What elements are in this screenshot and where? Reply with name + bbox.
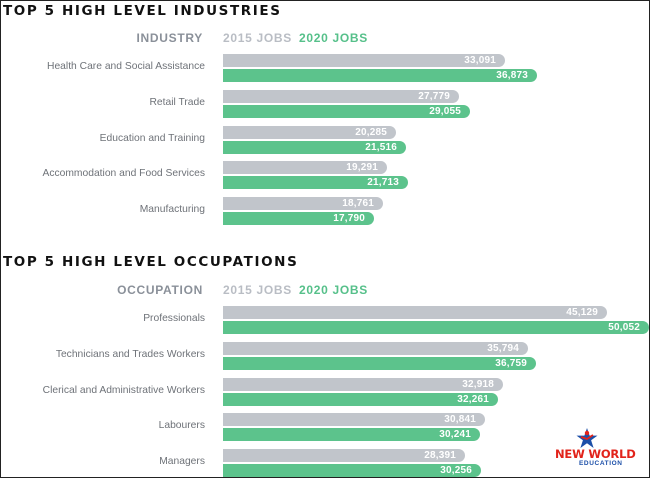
bar-2020: 36,873 xyxy=(223,69,537,82)
bar-row: Education and Training 20,285 21,516 xyxy=(1,126,649,156)
data-label: 36,873 xyxy=(496,70,528,81)
category-label: Health Care and Social Assistance xyxy=(47,61,205,72)
category-label: Retail Trade xyxy=(149,97,205,108)
industries-legend: INDUSTRY 2015 JOBS 2020 JOBS xyxy=(1,31,649,47)
legend-2015: 2015 JOBS xyxy=(223,283,293,297)
bar-2015: 18,761 xyxy=(223,197,383,210)
bar-2015: 19,291 xyxy=(223,161,387,174)
category-label: Labourers xyxy=(158,420,205,431)
category-label: Professionals xyxy=(143,313,205,324)
industries-column-label: INDUSTRY xyxy=(136,31,203,45)
logo-wordmark: NEW WORLD xyxy=(555,447,636,461)
data-label: 50,052 xyxy=(608,322,640,333)
star-figure-icon xyxy=(576,428,598,448)
occupations-column-label: OCCUPATION xyxy=(117,283,203,297)
bar-row: Technicians and Trades Workers 35,794 36,7… xyxy=(1,342,649,372)
data-label: 32,918 xyxy=(462,379,494,390)
bar-2015: 45,129 xyxy=(223,306,607,319)
occupations-title: TOP 5 HIGH LEVEL OCCUPATIONS xyxy=(3,254,299,270)
category-label: Manufacturing xyxy=(139,204,205,215)
data-label: 21,516 xyxy=(365,142,397,153)
data-label: 45,129 xyxy=(566,307,598,318)
data-label: 35,794 xyxy=(487,343,519,354)
bar-row: Clerical and Administrative Workers 32,91… xyxy=(1,378,649,408)
bar-row: Professionals 45,129 50,052 xyxy=(1,306,649,336)
bar-2015: 27,779 xyxy=(223,90,459,103)
bar-row: Accommodation and Food Services 19,291 21,… xyxy=(1,161,649,191)
legend-2015: 2015 JOBS xyxy=(223,31,293,45)
bar-2020: 21,713 xyxy=(223,176,408,189)
bar-2020: 17,790 xyxy=(223,212,374,225)
category-label: Technicians and Trades Workers xyxy=(55,349,205,360)
bar-2020: 50,052 xyxy=(223,321,649,334)
data-label: 33,091 xyxy=(464,55,496,66)
category-label: Clerical and Administrative Workers xyxy=(42,385,205,396)
bar-2020: 32,261 xyxy=(223,393,498,406)
data-label: 19,291 xyxy=(346,162,378,173)
data-label: 30,841 xyxy=(444,414,476,425)
category-label: Education and Training xyxy=(99,133,205,144)
data-label: 30,256 xyxy=(440,465,472,476)
bar-row: Health Care and Social Assistance 33,091 3… xyxy=(1,54,649,84)
legend-2020: 2020 JOBS xyxy=(299,283,369,297)
bar-2015: 32,918 xyxy=(223,378,503,391)
data-label: 18,761 xyxy=(342,198,374,209)
new-world-education-logo: NEW WORLD EDUCATION xyxy=(553,427,641,471)
data-label: 29,055 xyxy=(429,106,461,117)
occupations-legend: OCCUPATION 2015 JOBS 2020 JOBS xyxy=(1,283,649,299)
bar-2020: 36,759 xyxy=(223,357,536,370)
bar-row: Manufacturing 18,761 17,790 xyxy=(1,197,649,227)
bar-2015: 28,391 xyxy=(223,449,465,462)
bar-2015: 33,091 xyxy=(223,54,505,67)
data-label: 21,713 xyxy=(367,177,399,188)
bar-2020: 30,241 xyxy=(223,428,480,441)
bar-2020: 21,516 xyxy=(223,141,406,154)
category-label: Accommodation and Food Services xyxy=(42,168,205,179)
data-label: 17,790 xyxy=(333,213,365,224)
data-label: 20,285 xyxy=(355,127,387,138)
data-label: 28,391 xyxy=(424,450,456,461)
bar-2015: 20,285 xyxy=(223,126,396,139)
bar-2020: 30,256 xyxy=(223,464,481,477)
logo-subtitle: EDUCATION xyxy=(579,460,623,467)
bar-row: Retail Trade 27,779 29,055 xyxy=(1,90,649,120)
bar-row: Managers 28,391 30,256 xyxy=(1,449,649,479)
bar-2020: 29,055 xyxy=(223,105,470,118)
data-label: 36,759 xyxy=(495,358,527,369)
bar-2015: 35,794 xyxy=(223,342,528,355)
data-label: 30,241 xyxy=(439,429,471,440)
legend-2020: 2020 JOBS xyxy=(299,31,369,45)
industries-title: TOP 5 HIGH LEVEL INDUSTRIES xyxy=(3,3,282,19)
data-label: 27,779 xyxy=(418,91,450,102)
category-label: Managers xyxy=(159,456,205,467)
bar-2015: 30,841 xyxy=(223,413,485,426)
bar-row: Labourers 30,841 30,241 xyxy=(1,413,649,443)
data-label: 32,261 xyxy=(457,394,489,405)
